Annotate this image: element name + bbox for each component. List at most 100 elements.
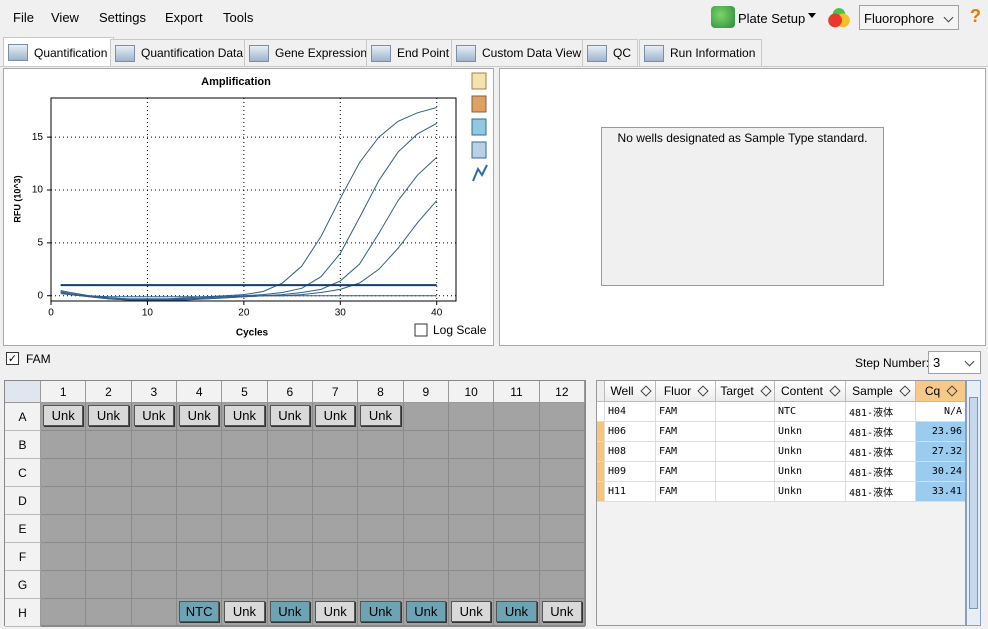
plate-cell[interactable]	[449, 487, 495, 515]
plate-cell[interactable]: Unk	[222, 599, 268, 627]
plate-cell[interactable]: Unk	[222, 403, 268, 431]
table-cell[interactable]: FAM	[656, 442, 716, 462]
plate-cell[interactable]	[131, 599, 177, 627]
plate-cell[interactable]	[222, 431, 268, 459]
table-cell[interactable]: 481-液体	[846, 402, 916, 422]
plate-cell[interactable]	[449, 431, 495, 459]
plate-cell[interactable]	[449, 543, 495, 571]
row-header[interactable]: B	[5, 431, 41, 459]
plate-setup-icon[interactable]	[711, 6, 735, 28]
table-cell[interactable]: 481-液体	[846, 442, 916, 462]
plate-cell[interactable]	[539, 571, 585, 599]
plate-cell[interactable]	[86, 515, 132, 543]
tab[interactable]: Gene Expression	[244, 39, 375, 66]
plate-cell[interactable]	[403, 487, 449, 515]
plate-cell[interactable]	[539, 543, 585, 571]
plate-cell[interactable]	[177, 571, 223, 599]
column-header[interactable]: 3	[131, 381, 177, 403]
plate-cell[interactable]	[41, 599, 87, 627]
plate-cell[interactable]: NTC	[177, 599, 223, 627]
table-cell[interactable]: FAM	[656, 462, 716, 482]
plate-cell[interactable]	[131, 431, 177, 459]
column-header[interactable]: 9	[403, 381, 449, 403]
plate-cell[interactable]: Unk	[86, 403, 132, 431]
plate-cell[interactable]	[358, 571, 404, 599]
plate-cell[interactable]	[86, 459, 132, 487]
plate-cell[interactable]	[177, 487, 223, 515]
plate-cell[interactable]: Unk	[313, 403, 359, 431]
plate-cell[interactable]	[358, 543, 404, 571]
plate-setup-button[interactable]: Plate Setup	[738, 11, 806, 26]
zoom-icon[interactable]	[471, 141, 487, 159]
plate-cell[interactable]	[494, 487, 540, 515]
plate-cell[interactable]	[313, 459, 359, 487]
plate-cell[interactable]	[539, 403, 585, 431]
table-cell[interactable]	[716, 422, 775, 442]
table-cell[interactable]: 481-液体	[846, 422, 916, 442]
plate-cell[interactable]: Unk	[41, 403, 87, 431]
log-scale-checkbox[interactable]	[414, 323, 428, 337]
plate-cell[interactable]: Unk	[449, 599, 495, 627]
plate-cell[interactable]	[358, 459, 404, 487]
plate-cell[interactable]	[313, 571, 359, 599]
plate-cell[interactable]	[494, 431, 540, 459]
plate-cell[interactable]	[86, 571, 132, 599]
step-select[interactable]: 3	[928, 351, 981, 374]
scroll-thumb[interactable]	[969, 397, 978, 609]
plate-cell[interactable]	[494, 515, 540, 543]
plate-cell[interactable]	[41, 459, 87, 487]
help-icon[interactable]: ?	[970, 6, 981, 26]
plate-cell[interactable]	[403, 459, 449, 487]
column-header[interactable]: Content	[775, 381, 846, 402]
plate-cell[interactable]	[177, 543, 223, 571]
dropdown-arrow[interactable]	[808, 13, 816, 18]
plate-cell[interactable]	[313, 431, 359, 459]
plate-cell[interactable]	[267, 459, 313, 487]
plate-cell[interactable]	[539, 459, 585, 487]
plate-cell[interactable]: Unk	[267, 599, 313, 627]
plate-cell[interactable]	[358, 487, 404, 515]
column-header[interactable]: 2	[86, 381, 132, 403]
plate-cell[interactable]: Unk	[358, 403, 404, 431]
menu-item[interactable]: Settings	[99, 10, 146, 25]
row-header[interactable]: H	[5, 599, 41, 627]
table-cell[interactable]	[716, 482, 775, 502]
column-header[interactable]: 5	[222, 381, 268, 403]
column-header[interactable]: Sample	[846, 381, 916, 402]
table-cell[interactable]: 481-液体	[846, 482, 916, 502]
plate-cell[interactable]	[131, 459, 177, 487]
plate-cell[interactable]	[403, 403, 449, 431]
plate-cell[interactable]	[177, 431, 223, 459]
row-header[interactable]: G	[5, 571, 41, 599]
column-header[interactable]: Fluor	[656, 381, 716, 402]
copy-icon[interactable]	[471, 72, 487, 90]
plate-cell[interactable]: Unk	[131, 403, 177, 431]
plate-cell[interactable]	[86, 487, 132, 515]
table-cell[interactable]: 23.96	[916, 422, 965, 442]
plate-cell[interactable]: Unk	[403, 599, 449, 627]
plate-cell[interactable]	[403, 431, 449, 459]
plate-cell[interactable]: Unk	[177, 403, 223, 431]
table-cell[interactable]	[716, 462, 775, 482]
table-cell[interactable]: FAM	[656, 422, 716, 442]
column-header[interactable]: 11	[494, 381, 540, 403]
plate-cell[interactable]	[539, 487, 585, 515]
menu-item[interactable]: File	[13, 10, 34, 25]
plate-cell[interactable]	[222, 459, 268, 487]
plate-cell[interactable]	[86, 431, 132, 459]
column-header[interactable]: Target	[716, 381, 775, 402]
row-header[interactable]: F	[5, 543, 41, 571]
plate-cell[interactable]	[358, 431, 404, 459]
plate-cell[interactable]	[449, 403, 495, 431]
table-cell[interactable]: FAM	[656, 402, 716, 422]
plate-cell[interactable]	[41, 543, 87, 571]
table-cell[interactable]: Unkn	[775, 422, 846, 442]
plate-cell[interactable]	[267, 571, 313, 599]
plate-cell[interactable]: Unk	[539, 599, 585, 627]
plate-cell[interactable]	[41, 571, 87, 599]
plate-cell[interactable]: Unk	[313, 599, 359, 627]
well-group-icon[interactable]	[826, 6, 852, 30]
plate-cell[interactable]	[131, 487, 177, 515]
plate-cell[interactable]	[494, 571, 540, 599]
plate-cell[interactable]	[449, 515, 495, 543]
